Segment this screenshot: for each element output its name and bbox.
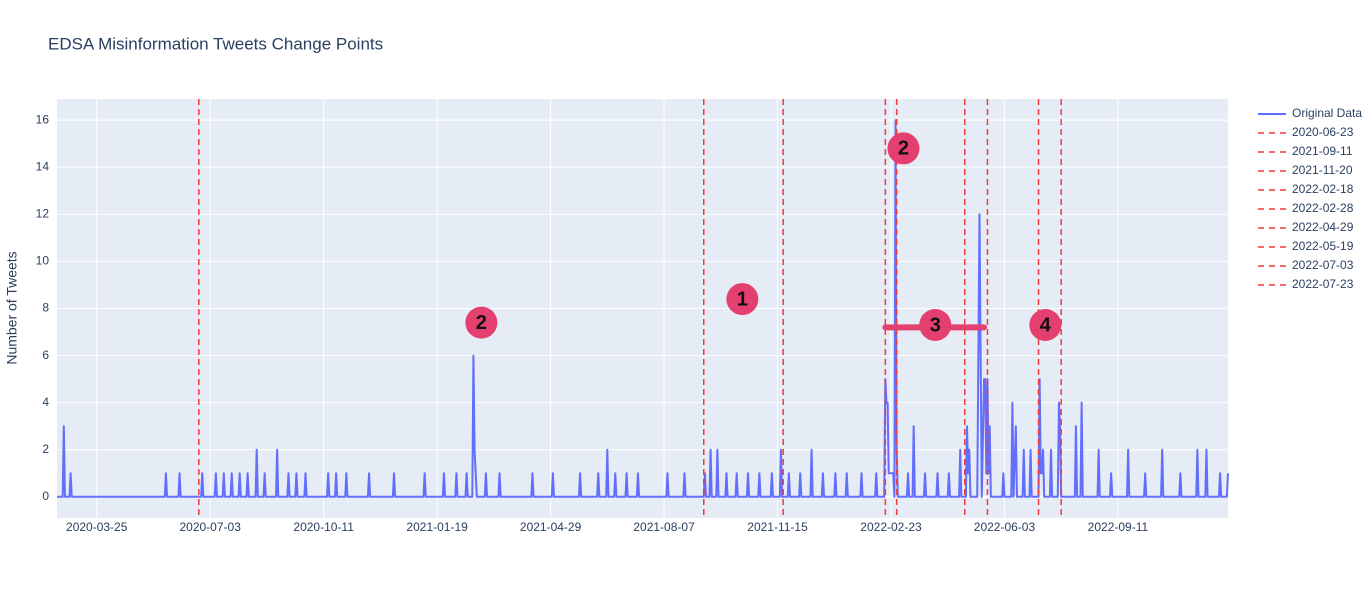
y-tick-label: 12 <box>36 207 50 221</box>
x-tick-label: 2020-03-25 <box>66 520 128 534</box>
annotation-label: 1 <box>737 288 748 310</box>
y-tick-label: 16 <box>36 112 50 126</box>
annotation-label: 2 <box>898 138 909 160</box>
legend-label: 2022-02-28 <box>1292 201 1354 215</box>
y-axis-label: Number of Tweets <box>4 251 20 364</box>
y-tick-label: 2 <box>42 442 49 456</box>
y-tick-label: 8 <box>42 301 49 315</box>
annotation-label: 4 <box>1040 314 1052 336</box>
data-line <box>57 119 1229 498</box>
x-tick-label: 2021-11-15 <box>747 520 808 534</box>
x-tick-label: 2020-07-03 <box>179 520 241 534</box>
y-tick-label: 10 <box>36 254 50 268</box>
annotation-badge <box>919 308 952 341</box>
x-tick-label: 2022-02-23 <box>860 520 922 534</box>
legend-label: 2022-07-03 <box>1292 258 1354 272</box>
legend-label: 2021-09-11 <box>1292 144 1353 158</box>
legend-label: 2022-02-18 <box>1292 182 1354 196</box>
annotation-badge <box>1029 308 1062 341</box>
y-tick-label: 14 <box>36 159 50 173</box>
annotation-badge <box>887 132 920 165</box>
x-tick-label: 2022-06-03 <box>974 520 1036 534</box>
annotation-label: 3 <box>930 314 941 336</box>
legend-label: 2021-11-20 <box>1292 163 1353 177</box>
chart-title: EDSA Misinformation Tweets Change Points <box>48 34 383 53</box>
legend-label: 2022-07-23 <box>1292 277 1354 291</box>
x-tick-label: 2021-04-29 <box>520 520 582 534</box>
y-tick-label: 4 <box>42 395 49 409</box>
legend-label: 2022-05-19 <box>1292 239 1354 253</box>
legend-label: Original Data <box>1292 106 1362 120</box>
annotation-badge <box>465 306 498 339</box>
y-tick-label: 0 <box>42 489 49 503</box>
legend-label: 2020-06-23 <box>1292 125 1354 139</box>
x-tick-label: 2022-09-11 <box>1088 520 1149 534</box>
annotation-label: 2 <box>476 312 487 334</box>
annotation-badge <box>726 283 759 316</box>
y-tick-label: 6 <box>42 348 49 362</box>
x-tick-label: 2021-08-07 <box>633 520 695 534</box>
x-tick-label: 2020-10-11 <box>293 520 354 534</box>
legend-label: 2022-04-29 <box>1292 220 1354 234</box>
x-tick-label: 2021-01-19 <box>406 520 468 534</box>
